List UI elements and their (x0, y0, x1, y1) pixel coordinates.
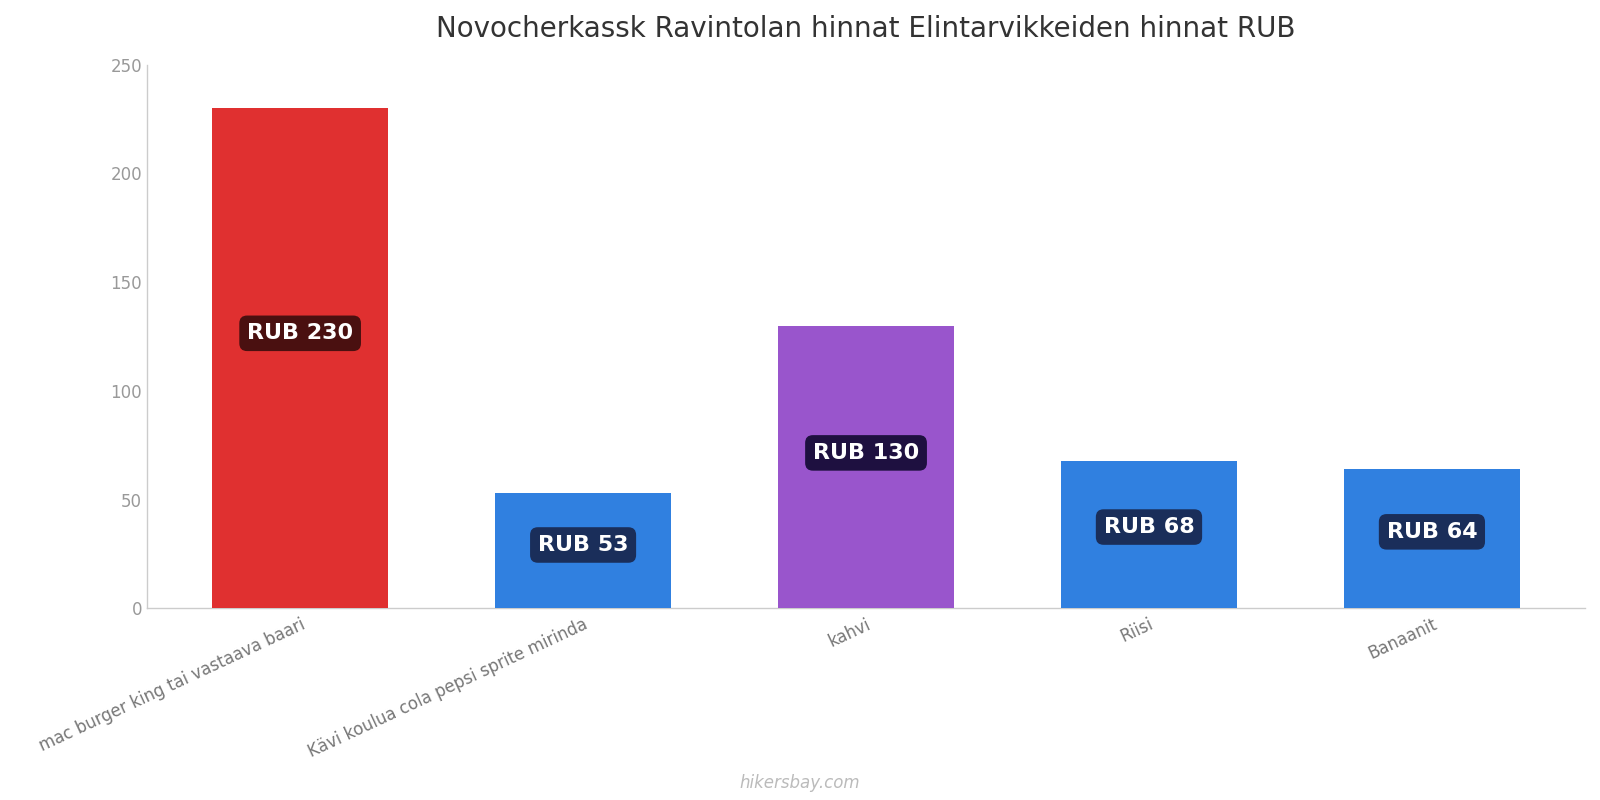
Text: RUB 68: RUB 68 (1104, 517, 1194, 537)
Bar (1061, 461, 1237, 608)
Text: RUB 130: RUB 130 (813, 443, 918, 463)
Text: hikersbay.com: hikersbay.com (739, 774, 861, 792)
Text: RUB 230: RUB 230 (246, 323, 354, 343)
Text: RUB 53: RUB 53 (538, 535, 629, 555)
Bar (213, 108, 387, 608)
Bar (778, 326, 954, 608)
Text: RUB 64: RUB 64 (1387, 522, 1477, 542)
Title: Novocherkassk Ravintolan hinnat Elintarvikkeiden hinnat RUB: Novocherkassk Ravintolan hinnat Elintarv… (437, 15, 1296, 43)
Bar (1344, 470, 1520, 608)
Bar (496, 493, 670, 608)
